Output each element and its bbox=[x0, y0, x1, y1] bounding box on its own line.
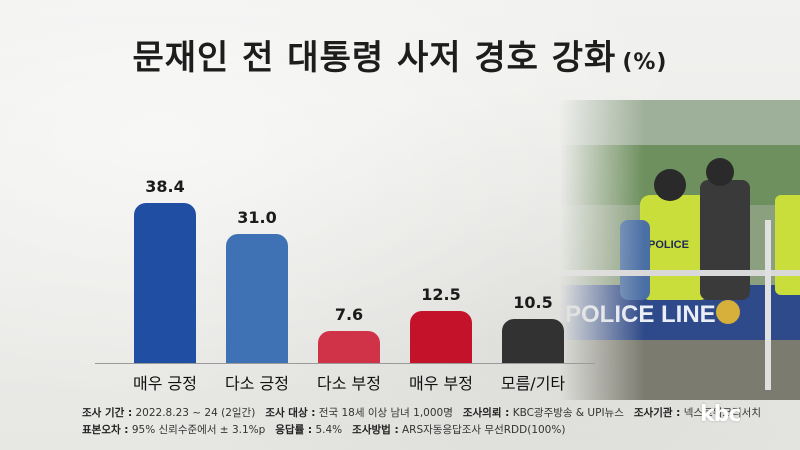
footer-label: 조사의뢰 : bbox=[462, 407, 510, 419]
footer-value: 넥스트위크리서치 bbox=[680, 407, 761, 419]
footer-label: 표본오차 : bbox=[82, 424, 129, 436]
category-label: 다소 긍정 bbox=[225, 374, 289, 393]
bar-value-label: 7.6 bbox=[334, 305, 364, 325]
bar-5 bbox=[502, 319, 564, 363]
category-label: 모름/기타 bbox=[500, 374, 566, 393]
police-line-text: POLICE LINE bbox=[565, 301, 716, 328]
chart-baseline bbox=[95, 363, 595, 364]
bar-2 bbox=[226, 233, 288, 363]
title-unit: (%) bbox=[622, 50, 668, 75]
footer-label: 조사 대상 : bbox=[265, 407, 316, 419]
bar-value-label: 38.4 bbox=[145, 177, 185, 196]
bar-value-label: 10.5 bbox=[513, 293, 553, 313]
footer-value: 95% 신뢰수준에서 ± 3.1%p bbox=[128, 424, 266, 436]
chart-title: 문재인 전 대통령 사저 경호 강화 (%) bbox=[0, 30, 800, 79]
footer-value: 전국 18세 이상 남녀 1,000명 bbox=[315, 407, 453, 419]
kbc-logo: kbc bbox=[700, 402, 741, 427]
bar-value-label: 12.5 bbox=[421, 284, 461, 304]
footer-label: 응답률 : bbox=[275, 424, 313, 436]
category-label: 매우 긍정 bbox=[133, 374, 197, 393]
survey-info-line-2: 표본오차 : 95% 신뢰수준에서 ± 3.1%p 응답률 : 5.4% 조사방법 … bbox=[82, 422, 575, 437]
vest-text: POLICE bbox=[648, 239, 689, 251]
police-photo: POLICE LINE POLICE bbox=[560, 100, 800, 400]
bar-3 bbox=[318, 331, 380, 363]
footer-label: 조사 기간 : bbox=[82, 407, 133, 419]
footer-value: ARS자동응답조사 무선RDD(100%) bbox=[398, 424, 566, 436]
bar-4 bbox=[410, 310, 472, 363]
footer-value: 5.4% bbox=[312, 424, 343, 436]
footer-label: 조사기관 : bbox=[633, 407, 681, 419]
survey-info-line-1: 조사 기간 : 2022.8.23 ~ 24 (2일간) 조사 대상 : 전국 1… bbox=[82, 405, 771, 420]
title-text: 문재인 전 대통령 사저 경호 강화 bbox=[132, 38, 617, 78]
footer-value: 2022.8.23 ~ 24 (2일간) bbox=[132, 407, 256, 419]
bar-value-label: 31.0 bbox=[237, 207, 277, 227]
category-label: 다소 부정 bbox=[317, 374, 381, 393]
footer-label: 조사방법 : bbox=[352, 424, 399, 436]
category-label: 매우 부정 bbox=[409, 374, 473, 393]
footer-value: KBC광주방송 & UPI뉴스 bbox=[509, 407, 624, 419]
bar-1 bbox=[134, 203, 196, 363]
